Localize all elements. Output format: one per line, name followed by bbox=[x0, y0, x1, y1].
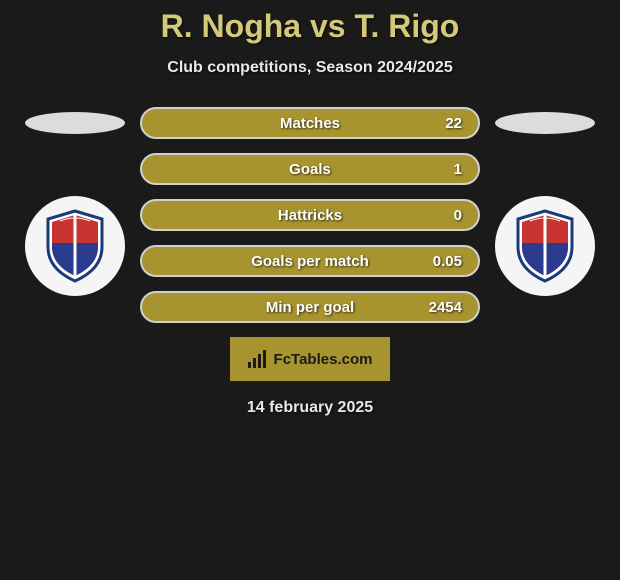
stat-label: Goals bbox=[289, 161, 331, 178]
main-row: Matches 22 Goals 1 Hattricks 0 Goals per… bbox=[0, 107, 620, 323]
brand-text: FcTables.com bbox=[274, 351, 373, 368]
stat-label: Matches bbox=[280, 115, 340, 132]
left-shield-icon bbox=[42, 209, 108, 283]
bars-icon bbox=[248, 350, 268, 368]
stat-value: 2454 bbox=[429, 299, 462, 316]
stat-row-hattricks: Hattricks 0 bbox=[140, 199, 480, 231]
left-player-photo bbox=[25, 112, 125, 134]
brand-logo[interactable]: FcTables.com bbox=[230, 337, 390, 381]
stat-row-matches: Matches 22 bbox=[140, 107, 480, 139]
root: R. Nogha vs T. Rigo Club competitions, S… bbox=[0, 0, 620, 417]
stat-row-goals: Goals 1 bbox=[140, 153, 480, 185]
left-player-col bbox=[20, 107, 130, 296]
stat-value: 22 bbox=[445, 115, 462, 132]
stat-value: 1 bbox=[454, 161, 462, 178]
stat-value: 0.05 bbox=[433, 253, 462, 270]
right-shield-icon bbox=[512, 209, 578, 283]
page-subtitle: Club competitions, Season 2024/2025 bbox=[167, 59, 452, 77]
stat-row-goals-per-match: Goals per match 0.05 bbox=[140, 245, 480, 277]
stat-label: Min per goal bbox=[266, 299, 354, 316]
stat-row-min-per-goal: Min per goal 2454 bbox=[140, 291, 480, 323]
stat-label: Goals per match bbox=[251, 253, 369, 270]
right-club-badge bbox=[495, 196, 595, 296]
left-club-badge bbox=[25, 196, 125, 296]
page-title: R. Nogha vs T. Rigo bbox=[161, 8, 460, 45]
right-player-photo bbox=[495, 112, 595, 134]
stats-column: Matches 22 Goals 1 Hattricks 0 Goals per… bbox=[140, 107, 480, 323]
stat-label: Hattricks bbox=[278, 207, 342, 224]
stat-value: 0 bbox=[454, 207, 462, 224]
right-player-col bbox=[490, 107, 600, 296]
date-text: 14 february 2025 bbox=[247, 399, 373, 417]
